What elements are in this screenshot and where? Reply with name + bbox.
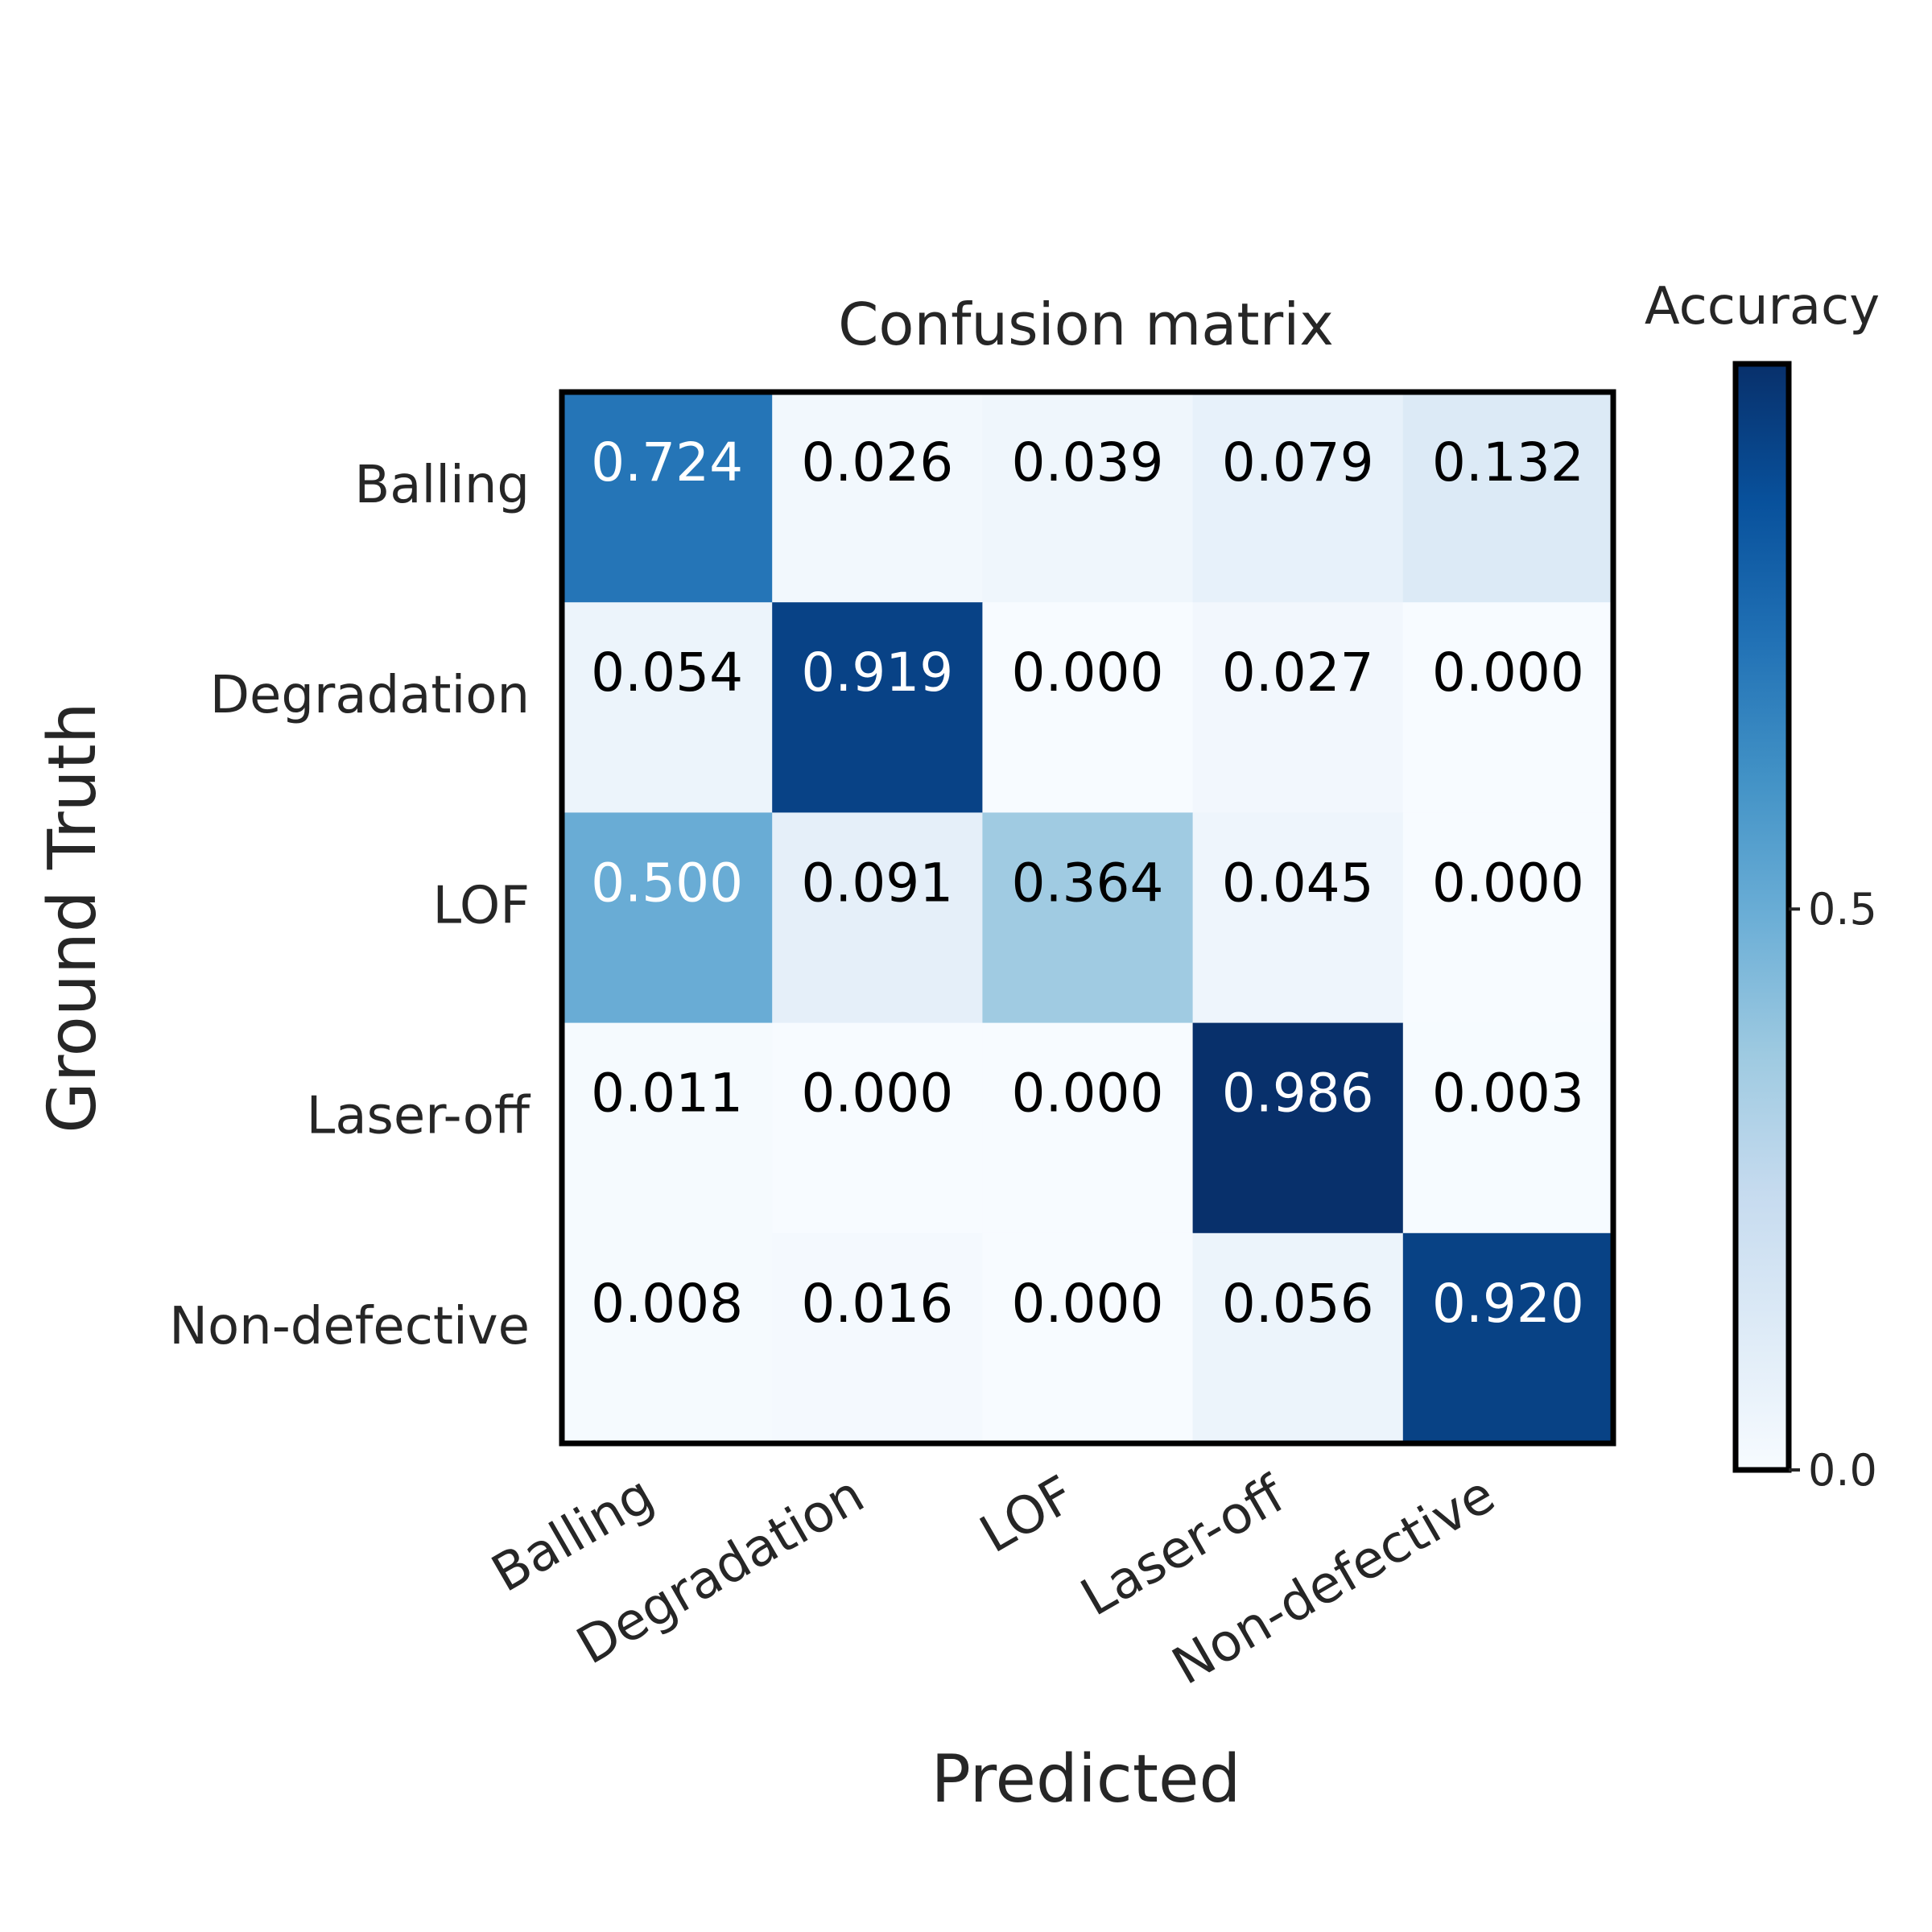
heatmap-cell [1402, 392, 1614, 603]
heatmap-cell [772, 1232, 983, 1444]
heatmap-cell [1192, 1022, 1404, 1234]
y-tick-label: Degradation [210, 666, 530, 725]
x-axis-label: Predicted [931, 1741, 1241, 1818]
heatmap-cell [1402, 602, 1614, 813]
cell-value-label: 0.500 [591, 852, 743, 914]
cell-value-label: 0.054 [591, 642, 743, 704]
cell-value-label: 0.003 [1432, 1063, 1584, 1125]
heatmap-cell [772, 812, 983, 1024]
chart-title: Confusion matrix [838, 291, 1334, 358]
heatmap-cell [982, 392, 1194, 603]
heatmap-cell [1192, 812, 1404, 1024]
colorbar-tick-label: 0.5 [1808, 884, 1877, 935]
cell-value-label: 0.919 [801, 642, 953, 704]
heatmap-cell [562, 1022, 773, 1234]
heatmap-cell [1402, 1022, 1614, 1234]
cell-value-label: 0.011 [591, 1063, 743, 1125]
heatmap-cell [1192, 392, 1404, 603]
cell-value-label: 0.056 [1222, 1273, 1374, 1335]
heatmap-cell [772, 392, 983, 603]
y-tick-label: Non-defective [169, 1297, 530, 1356]
cell-value-label: 0.039 [1012, 431, 1164, 493]
y-tick-labels: Balling Degradation LOF Laser-off Non-defect… [169, 456, 531, 1356]
heatmap-cell [1192, 1232, 1404, 1444]
heatmap-cell [982, 602, 1194, 813]
heatmap-cell [772, 1022, 983, 1234]
colorbar-tick-label: 0.0 [1808, 1445, 1877, 1496]
matrix-frame [559, 389, 1616, 1447]
colorbar-ticks: 0.0 0.5 [1789, 884, 1877, 1496]
y-tick-label: Laser-off [307, 1087, 531, 1146]
heatmap-cell [1402, 812, 1614, 1024]
cell-value-label: 0.986 [1222, 1063, 1374, 1125]
colorbar-gradient [1732, 361, 1792, 1473]
cell-value-label: 0.000 [1012, 1273, 1164, 1335]
cell-value-label: 0.000 [1432, 642, 1584, 704]
heatmap-cell [982, 1232, 1194, 1444]
heatmap-cell [982, 1022, 1194, 1234]
heatmap-cells [562, 392, 1614, 1444]
heatmap-cell [562, 602, 773, 813]
cell-value-label: 0.000 [1012, 642, 1164, 704]
y-axis-label: Ground Truth [35, 702, 111, 1133]
cell-value-label: 0.045 [1222, 852, 1374, 914]
x-tick-label: Balling [482, 1465, 663, 1604]
cell-value-label: 0.016 [801, 1273, 953, 1335]
heatmap-cell [562, 1232, 773, 1444]
y-tick-label: Balling [354, 456, 530, 515]
heatmap-cell-labels: 0.724 0.026 0.039 0.079 0.132 0.054 0.919 0.000… [591, 431, 1584, 1335]
heatmap-cell [562, 392, 773, 603]
y-tick-label: LOF [432, 876, 530, 935]
cell-value-label: 0.026 [801, 431, 953, 493]
cell-value-label: 0.364 [1012, 852, 1164, 914]
cell-value-label: 0.008 [591, 1273, 743, 1335]
x-tick-label: LOF [971, 1465, 1084, 1565]
cell-value-label: 0.132 [1432, 431, 1584, 493]
cell-value-label: 0.000 [1432, 852, 1584, 914]
cell-value-label: 0.000 [801, 1063, 953, 1125]
cell-value-label: 0.079 [1222, 431, 1374, 493]
colorbar-label: Accuracy [1645, 277, 1880, 336]
cell-value-label: 0.027 [1222, 642, 1374, 704]
heatmap-cell [1192, 602, 1404, 813]
cell-value-label: 0.724 [591, 431, 743, 493]
heatmap-cell [982, 812, 1194, 1024]
cell-value-label: 0.920 [1432, 1273, 1584, 1335]
heatmap-cell [772, 602, 983, 813]
heatmap-cell [1402, 1232, 1614, 1444]
cell-value-label: 0.091 [801, 852, 953, 914]
cell-value-label: 0.000 [1012, 1063, 1164, 1125]
heatmap-cell [562, 812, 773, 1024]
